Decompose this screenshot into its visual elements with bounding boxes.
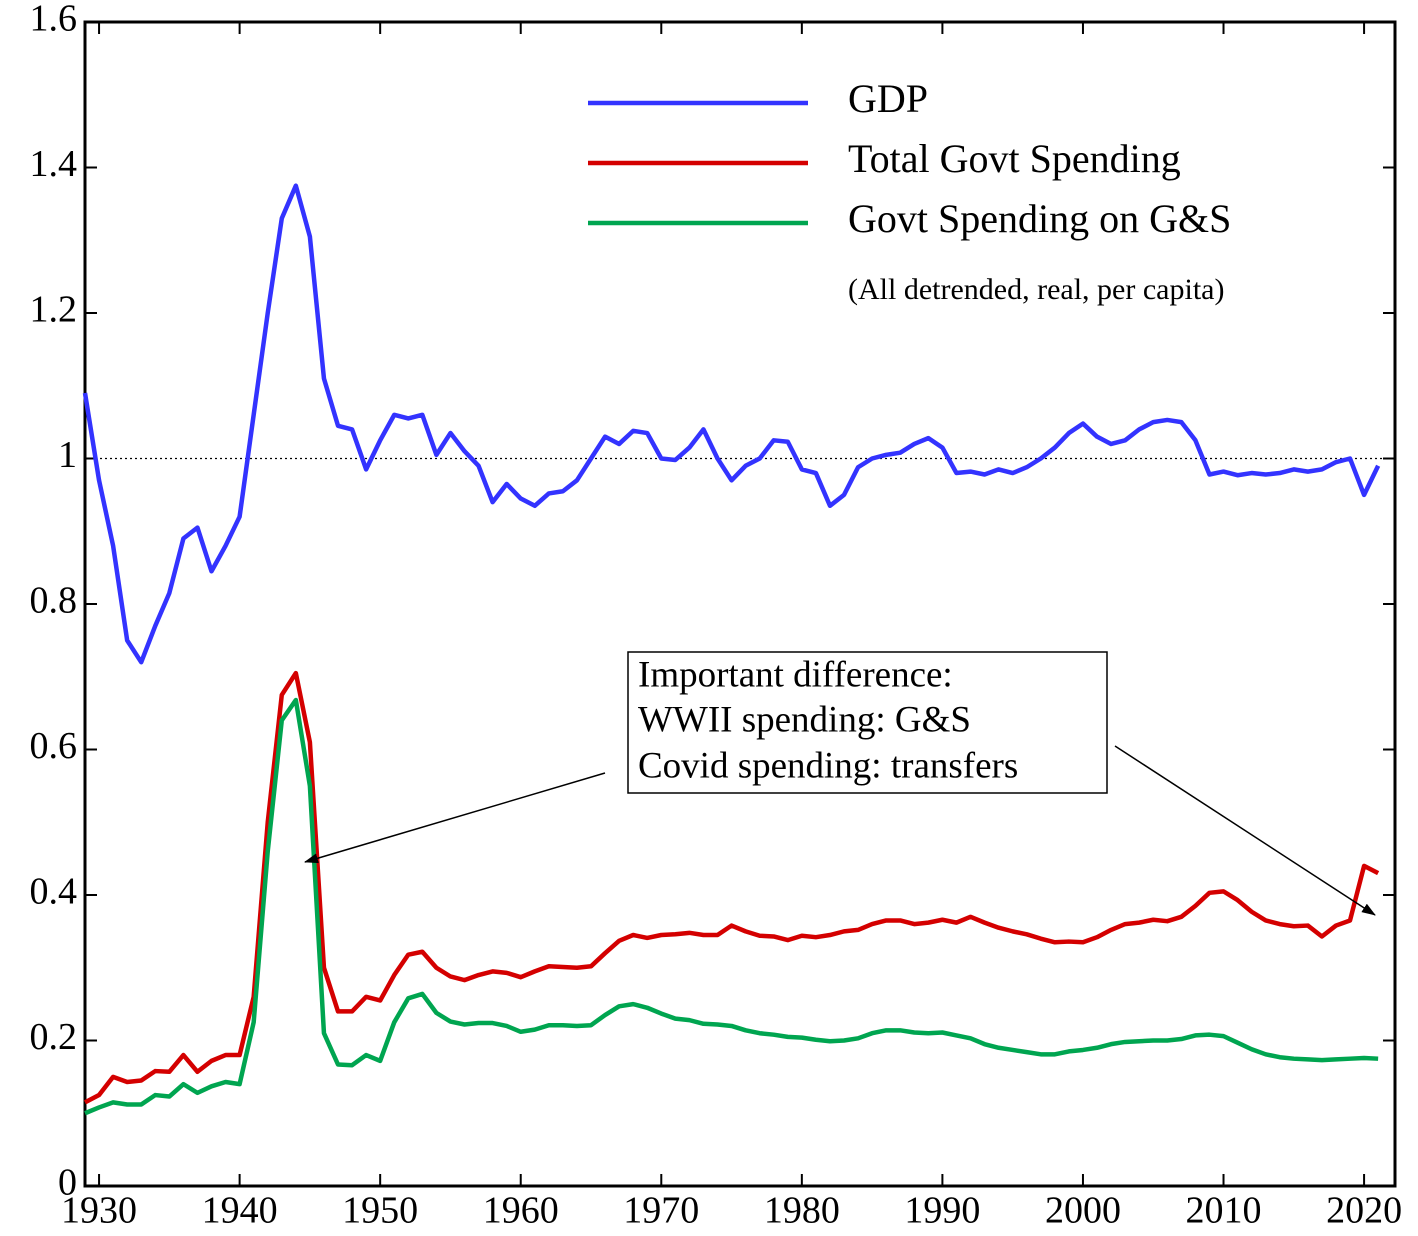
- x-tick-label: 1930: [61, 1190, 137, 1232]
- y-tick-label: 0.2: [30, 1016, 78, 1058]
- annotation-text: WWII spending: G&S: [638, 699, 971, 740]
- annotation-arrow: [1114, 745, 1376, 916]
- series-line: [84, 697, 1379, 1116]
- x-tick-label: 1980: [764, 1190, 840, 1232]
- y-tick-label: 0.8: [30, 580, 78, 622]
- y-tick-label: 0: [58, 1162, 77, 1204]
- series-line: [83, 670, 1380, 1105]
- x-tick-label: 2020: [1326, 1190, 1402, 1232]
- legend: GDP Total Govt Spending Govt Spending on G…: [588, 76, 1231, 241]
- y-tick-label: 1.2: [30, 289, 78, 331]
- x-tick-label: 1940: [202, 1190, 278, 1232]
- annotation-text: Covid spending: transfers: [638, 745, 1018, 786]
- x-tick-label: 1950: [342, 1190, 418, 1232]
- legend-label: Total Govt Spending: [848, 136, 1181, 181]
- x-tick-label: 2000: [1045, 1190, 1121, 1232]
- y-tick-label: 1.4: [30, 143, 78, 185]
- y-tick-label: 0.6: [30, 725, 78, 767]
- x-tick-label: 2010: [1186, 1190, 1262, 1232]
- x-tick-label: 1970: [623, 1190, 699, 1232]
- x-tick-label: 1990: [904, 1190, 980, 1232]
- legend-label: GDP: [848, 76, 928, 121]
- legend-note: (All detrended, real, per capita): [848, 273, 1224, 306]
- annotation-box: [627, 651, 1108, 794]
- series-line: [82, 183, 1381, 665]
- x-tick-label: 1960: [483, 1190, 559, 1232]
- legend-label: Govt Spending on G&S: [848, 196, 1231, 241]
- annotation-text: Important difference:: [638, 654, 953, 695]
- annotation-arrow: [304, 772, 606, 864]
- y-tick-label: 1: [58, 434, 77, 476]
- y-tick-label: 1.6: [30, 0, 78, 40]
- y-tick-label: 0.4: [30, 871, 78, 913]
